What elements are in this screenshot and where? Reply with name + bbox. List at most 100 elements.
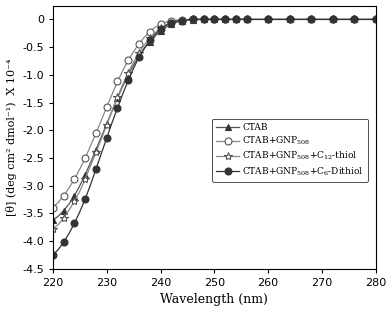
CTAB [244,17,249,21]
CTAB [126,73,131,77]
CTAB+GNP$_{508}$+C$_{12}$-thiol [56,223,61,227]
CTAB [218,17,222,21]
CTAB+GNP$_{508}$ [56,201,61,204]
X-axis label: Wavelength (nm): Wavelength (nm) [160,294,268,306]
CTAB+GNP$_{508}$ [228,17,233,21]
CTAB+GNP$_{508}$+C$_{6}$-Dithiol [309,17,314,21]
CTAB+GNP$_{508}$+C$_{6}$-Dithiol [234,17,238,21]
CTAB+GNP$_{508}$+C$_{12}$-thiol [201,17,206,21]
CTAB+GNP$_{508}$+C$_{12}$-thiol [67,208,71,212]
CTAB+GNP$_{508}$+C$_{6}$-Dithiol [201,17,206,21]
CTAB+GNP$_{508}$+C$_{6}$-Dithiol [223,17,227,21]
CTAB [341,17,346,21]
CTAB+GNP$_{508}$ [169,19,174,23]
Line: CTAB+GNP$_{508}$: CTAB+GNP$_{508}$ [49,16,379,211]
CTAB+GNP$_{508}$ [120,69,125,72]
CTAB [61,209,66,212]
CTAB [147,40,152,43]
Legend: CTAB, CTAB+GNP$_{508}$, CTAB+GNP$_{508}$+C$_{12}$-thiol, CTAB+GNP$_{508}$+C$_{6}: CTAB, CTAB+GNP$_{508}$, CTAB+GNP$_{508}$… [212,119,368,182]
CTAB+GNP$_{508}$+C$_{6}$-Dithiol [196,17,201,21]
CTAB+GNP$_{508}$ [72,177,77,181]
CTAB [374,17,378,21]
CTAB+GNP$_{508}$+C$_{12}$-thiol [110,109,114,113]
CTAB+GNP$_{508}$+C$_{6}$-Dithiol [99,152,103,155]
CTAB [201,17,206,21]
CTAB+GNP$_{508}$+C$_{6}$-Dithiol [67,232,71,235]
CTAB+GNP$_{508}$+C$_{12}$-thiol [239,17,243,21]
CTAB [255,17,260,21]
CTAB+GNP$_{508}$+C$_{12}$-thiol [120,82,125,86]
CTAB+GNP$_{508}$+C$_{6}$-Dithiol [163,24,168,27]
CTAB+GNP$_{508}$+C$_{6}$-Dithiol [142,46,147,50]
CTAB+GNP$_{508}$+C$_{6}$-Dithiol [158,27,163,31]
CTAB+GNP$_{508}$ [94,131,98,135]
CTAB+GNP$_{508}$+C$_{6}$-Dithiol [207,17,211,21]
CTAB [72,194,77,197]
CTAB+GNP$_{508}$+C$_{12}$-thiol [163,23,168,27]
CTAB+GNP$_{508}$ [255,17,260,21]
CTAB+GNP$_{508}$ [78,167,82,171]
CTAB+GNP$_{508}$ [88,144,93,148]
CTAB+GNP$_{508}$+C$_{12}$-thiol [298,17,303,21]
CTAB [239,17,243,21]
CTAB+GNP$_{508}$+C$_{12}$-thiol [363,17,367,21]
CTAB+GNP$_{508}$+C$_{6}$-Dithiol [352,17,357,21]
CTAB+GNP$_{508}$ [142,35,147,39]
CTAB+GNP$_{508}$+C$_{12}$-thiol [169,21,174,25]
CTAB+GNP$_{508}$+C$_{6}$-Dithiol [83,197,87,201]
CTAB [180,19,184,23]
CTAB [228,17,233,21]
CTAB [330,17,335,21]
CTAB+GNP$_{508}$ [319,17,324,21]
CTAB+GNP$_{508}$+C$_{12}$-thiol [174,19,179,23]
CTAB+GNP$_{508}$ [131,50,136,53]
CTAB+GNP$_{508}$+C$_{6}$-Dithiol [115,106,120,110]
CTAB+GNP$_{508}$ [163,20,168,24]
CTAB+GNP$_{508}$ [218,17,222,21]
CTAB+GNP$_{508}$+C$_{6}$-Dithiol [131,66,136,70]
CTAB [83,173,87,177]
CTAB+GNP$_{508}$+C$_{12}$-thiol [126,71,131,75]
CTAB+GNP$_{508}$+C$_{12}$-thiol [158,27,163,30]
CTAB+GNP$_{508}$ [223,17,227,21]
CTAB+GNP$_{508}$+C$_{12}$-thiol [61,216,66,220]
CTAB+GNP$_{508}$ [191,17,195,21]
CTAB+GNP$_{508}$+C$_{12}$-thiol [244,17,249,21]
CTAB+GNP$_{508}$ [287,17,292,21]
CTAB+GNP$_{508}$+C$_{6}$-Dithiol [104,136,109,140]
CTAB [56,214,61,218]
CTAB+GNP$_{508}$+C$_{6}$-Dithiol [72,222,77,225]
CTAB+GNP$_{508}$+C$_{12}$-thiol [207,17,211,21]
CTAB+GNP$_{508}$+C$_{6}$-Dithiol [126,79,131,82]
CTAB+GNP$_{508}$+C$_{6}$-Dithiol [374,17,378,21]
CTAB [234,17,238,21]
CTAB+GNP$_{508}$+C$_{12}$-thiol [51,227,55,231]
CTAB+GNP$_{508}$+C$_{6}$-Dithiol [78,210,82,214]
CTAB+GNP$_{508}$+C$_{12}$-thiol [147,37,152,40]
CTAB+GNP$_{508}$+C$_{6}$-Dithiol [319,17,324,21]
CTAB [169,22,174,26]
CTAB+GNP$_{508}$+C$_{12}$-thiol [196,17,201,21]
CTAB [223,17,227,21]
CTAB+GNP$_{508}$ [67,186,71,190]
CTAB [137,54,142,58]
CTAB [120,84,125,88]
CTAB [212,17,217,21]
CTAB [115,96,120,100]
CTAB+GNP$_{508}$+C$_{12}$-thiol [352,17,357,21]
CTAB+GNP$_{508}$ [180,18,184,22]
CTAB+GNP$_{508}$+C$_{6}$-Dithiol [180,19,184,22]
CTAB [191,18,195,22]
CTAB [277,17,281,21]
CTAB [174,20,179,24]
CTAB+GNP$_{508}$+C$_{12}$-thiol [341,17,346,21]
CTAB+GNP$_{508}$ [147,30,152,33]
CTAB+GNP$_{508}$+C$_{12}$-thiol [330,17,335,21]
CTAB [319,17,324,21]
CTAB [94,148,98,152]
CTAB+GNP$_{508}$+C$_{12}$-thiol [234,17,238,21]
CTAB+GNP$_{508}$ [126,59,131,62]
CTAB [67,202,71,206]
CTAB+GNP$_{508}$ [99,119,103,122]
CTAB [196,17,201,21]
